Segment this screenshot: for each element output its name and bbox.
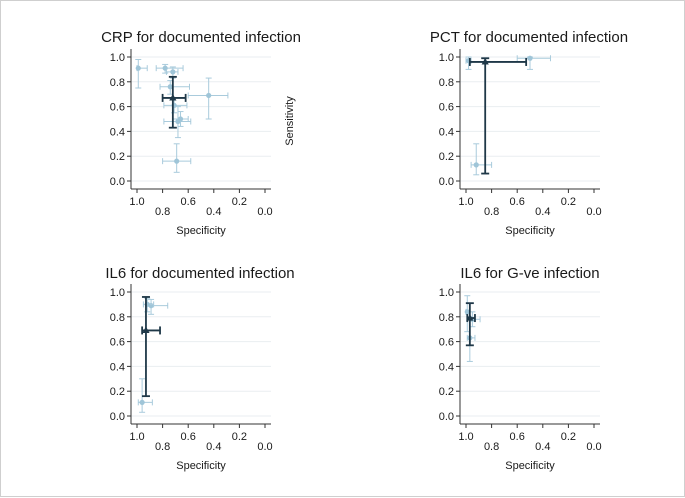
x-tick-label: 0.0	[586, 206, 601, 218]
y-tick-label: 0.4	[439, 126, 454, 138]
x-tick-label: 0.4	[535, 206, 550, 218]
study-point	[177, 116, 184, 122]
summary-point	[466, 314, 474, 321]
study-8	[172, 111, 189, 127]
plot-area	[460, 49, 600, 189]
study-2	[155, 63, 184, 74]
x-tick-label: 0.2	[561, 431, 576, 443]
y-tick-label: 1.0	[110, 287, 125, 299]
summary-estimate	[468, 57, 528, 175]
x-tick-label: 0.6	[510, 196, 525, 208]
y-tick-label: 0.0	[110, 411, 125, 423]
summary-point	[481, 57, 489, 65]
study-point	[206, 92, 212, 99]
x-tick-label: 0.0	[586, 441, 601, 453]
x-tick-label: 1.0	[458, 196, 473, 208]
y-axis-label: Sensitivity	[284, 96, 296, 146]
panel-title: IL6 for G-ve infection	[460, 265, 599, 282]
study-1	[464, 295, 471, 333]
x-tick-label: 0.8	[155, 206, 170, 218]
plot-area	[131, 49, 271, 189]
study-point	[139, 399, 145, 405]
study-point	[473, 162, 479, 168]
x-tick-label: 0.8	[484, 441, 499, 453]
study-5	[187, 77, 229, 120]
y-tick-label: 0.8	[110, 312, 125, 324]
chart-panel-4: 0.0 0.2 0.4 0.6 0.8 1.0 1.0 0.8 0.6 0.4 0.2 0.0 Spec…	[439, 265, 602, 472]
y-tick-label: 0.2	[439, 386, 454, 398]
chart-panel-3: 0.0 0.2 0.4 0.6 0.8 1.0 1.0 0.8 0.6 0.4 0.2 0.0 Spec…	[105, 265, 294, 472]
y-tick-label: 0.6	[110, 102, 125, 114]
y-tick-label: 0.0	[110, 176, 125, 188]
y-tick-label: 0.0	[439, 411, 454, 423]
x-axis-label: Specificity	[505, 460, 555, 472]
x-tick-label: 0.6	[510, 431, 525, 443]
y-tick-label: 0.0	[439, 176, 454, 188]
y-tick-label: 1.0	[110, 52, 125, 64]
plot-area	[460, 284, 600, 424]
x-tick-label: 0.8	[155, 441, 170, 453]
panel-title: PCT for documented infection	[430, 29, 628, 46]
y-tick-label: 1.0	[439, 52, 454, 64]
x-tick-label: 0.0	[257, 206, 272, 218]
x-tick-label: 0.8	[484, 206, 499, 218]
x-tick-label: 0.0	[257, 441, 272, 453]
x-tick-label: 0.2	[232, 431, 247, 443]
x-tick-label: 0.4	[206, 441, 221, 453]
x-tick-label: 0.6	[181, 196, 196, 208]
study-point	[162, 65, 168, 71]
study-4	[159, 80, 190, 95]
x-tick-label: 0.6	[181, 431, 196, 443]
y-tick-label: 0.4	[110, 126, 125, 138]
panel-title: IL6 for documented infection	[105, 265, 294, 282]
study-point	[527, 55, 533, 61]
y-tick-label: 0.2	[110, 386, 125, 398]
y-tick-label: 0.8	[439, 77, 454, 89]
chart-panel-1: 0.0 0.2 0.4 0.6 0.8 1.0 1.0 0.8 0.6 0.4 0.2 0.0 Spec…	[101, 29, 301, 237]
study-1	[135, 58, 148, 89]
y-tick-label: 0.8	[110, 77, 125, 89]
summary-point	[169, 93, 177, 101]
x-axis-label: Specificity	[176, 225, 226, 237]
x-tick-label: 0.4	[206, 206, 221, 218]
study-2	[516, 55, 551, 70]
plot-area	[131, 284, 271, 424]
x-tick-label: 1.0	[458, 431, 473, 443]
y-tick-label: 0.4	[110, 361, 125, 373]
x-tick-label: 1.0	[129, 196, 144, 208]
study-point	[167, 84, 173, 90]
summary-point	[142, 326, 150, 334]
x-tick-label: 1.0	[129, 431, 144, 443]
study-point	[464, 309, 470, 315]
study-point	[174, 158, 180, 164]
y-tick-label: 0.8	[439, 312, 454, 324]
y-tick-label: 0.4	[439, 361, 454, 373]
panel-title: CRP for documented infection	[101, 29, 301, 46]
y-tick-label: 0.6	[439, 102, 454, 114]
x-tick-label: 0.4	[535, 441, 550, 453]
study-9	[162, 143, 192, 173]
y-tick-label: 1.0	[439, 287, 454, 299]
chart-panel-2: 0.0 0.2 0.4 0.6 0.8 1.0 1.0 0.8 0.6 0.4 0.2 0.0 Spec…	[284, 29, 628, 237]
x-axis-label: Specificity	[505, 225, 555, 237]
study-point	[135, 65, 141, 71]
summary-estimate	[161, 75, 187, 129]
study-point	[170, 69, 176, 75]
study-3	[165, 66, 179, 79]
y-tick-label: 0.2	[439, 151, 454, 163]
y-tick-label: 0.6	[110, 337, 125, 349]
y-tick-label: 0.2	[110, 151, 125, 163]
summary-estimate	[465, 302, 476, 347]
summary-estimate	[141, 296, 161, 398]
study-3	[470, 143, 493, 176]
x-tick-label: 0.2	[232, 196, 247, 208]
x-axis-label: Specificity	[176, 460, 226, 472]
study-3	[137, 378, 153, 413]
x-tick-label: 0.2	[561, 196, 576, 208]
y-tick-label: 0.6	[439, 337, 454, 349]
